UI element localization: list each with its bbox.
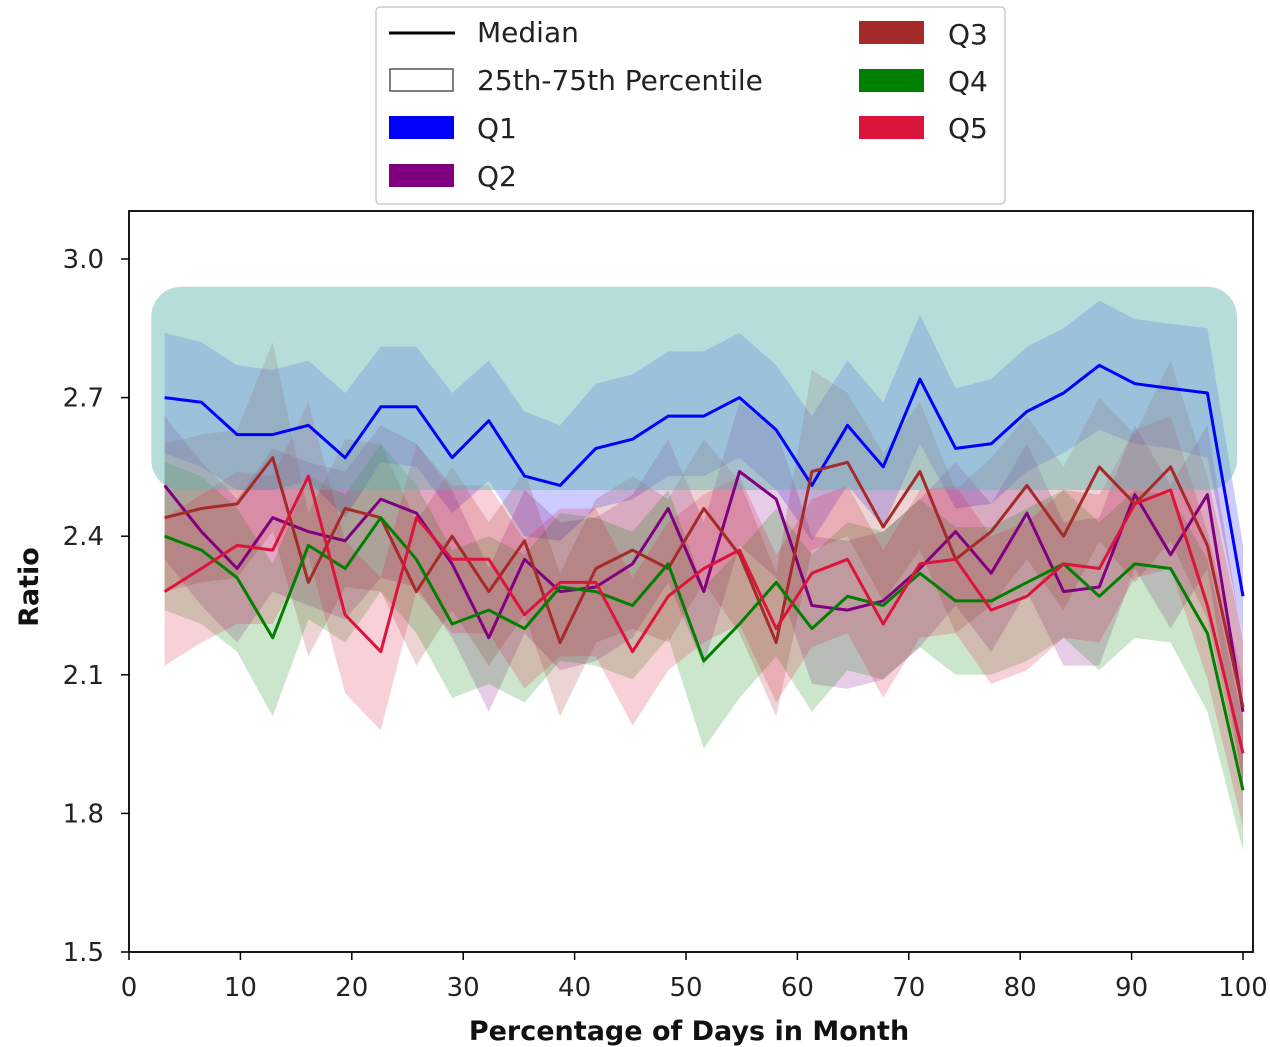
q5-median-line (163, 474, 1245, 754)
legend-percentile-label: 25th-75th Percentile (477, 64, 763, 97)
legend-median-label: Median (477, 16, 579, 49)
x-tick-label: 60 (781, 973, 814, 1003)
legend-q5-label: Q5 (948, 112, 988, 145)
x-tick-label: 50 (669, 973, 702, 1003)
x-tick-label: 30 (447, 973, 480, 1003)
highlight-overlay (151, 286, 1237, 490)
legend-q2-swatch (389, 164, 454, 187)
legend-q3-label: Q3 (948, 18, 988, 51)
x-tick-label: 80 (1004, 973, 1037, 1003)
q2-median-line (163, 470, 1245, 713)
x-axis: 0 10 20 30 40 50 60 70 80 90 100 (121, 952, 1268, 1003)
legend-q4-swatch (859, 69, 924, 92)
legend-box (375, 6, 1006, 205)
y-tick-label: 1.5 (63, 938, 104, 968)
legend-q2-label: Q2 (477, 160, 517, 193)
legend-q1-swatch (389, 116, 454, 139)
legend-q3-swatch (859, 21, 924, 44)
legend-q5-swatch (859, 116, 924, 139)
plot-frame (128, 210, 1254, 953)
x-tick-label: 100 (1218, 973, 1268, 1003)
q1-percentile-band (164, 300, 1244, 638)
x-tick-label: 10 (224, 973, 257, 1003)
legend-q1-label: Q1 (477, 112, 517, 145)
legend-percentile-swatch (389, 68, 454, 92)
x-tick-label: 0 (121, 973, 138, 1003)
q5-percentile-band (164, 402, 1244, 828)
y-axis: 1.5 1.8 2.1 2.4 2.7 3.0 (63, 245, 129, 968)
q3-median-line (164, 456, 1245, 708)
q2-percentile-band (164, 402, 1244, 786)
y-tick-label: 2.1 (63, 661, 104, 691)
x-tick-label: 90 (1115, 973, 1148, 1003)
q1-median-line (164, 363, 1245, 597)
x-tick-label: 70 (892, 973, 925, 1003)
x-axis-title: Percentage of Days in Month (469, 1016, 909, 1047)
highlight-region (151, 286, 1237, 490)
y-axis-title: Ratio (14, 547, 45, 627)
x-tick-label: 20 (335, 973, 368, 1003)
median-lines (163, 363, 1245, 791)
y-tick-label: 2.7 (63, 384, 104, 414)
legend-q4-label: Q4 (948, 65, 988, 98)
x-tick-label: 40 (558, 973, 591, 1003)
q3-percentile-band (164, 342, 1244, 782)
y-tick-label: 3.0 (63, 245, 104, 275)
y-tick-label: 1.8 (63, 799, 104, 829)
y-tick-label: 2.4 (63, 522, 104, 552)
legend: Median 25th-75th Percentile Q1 Q2 Q3 Q4 … (375, 6, 1006, 205)
